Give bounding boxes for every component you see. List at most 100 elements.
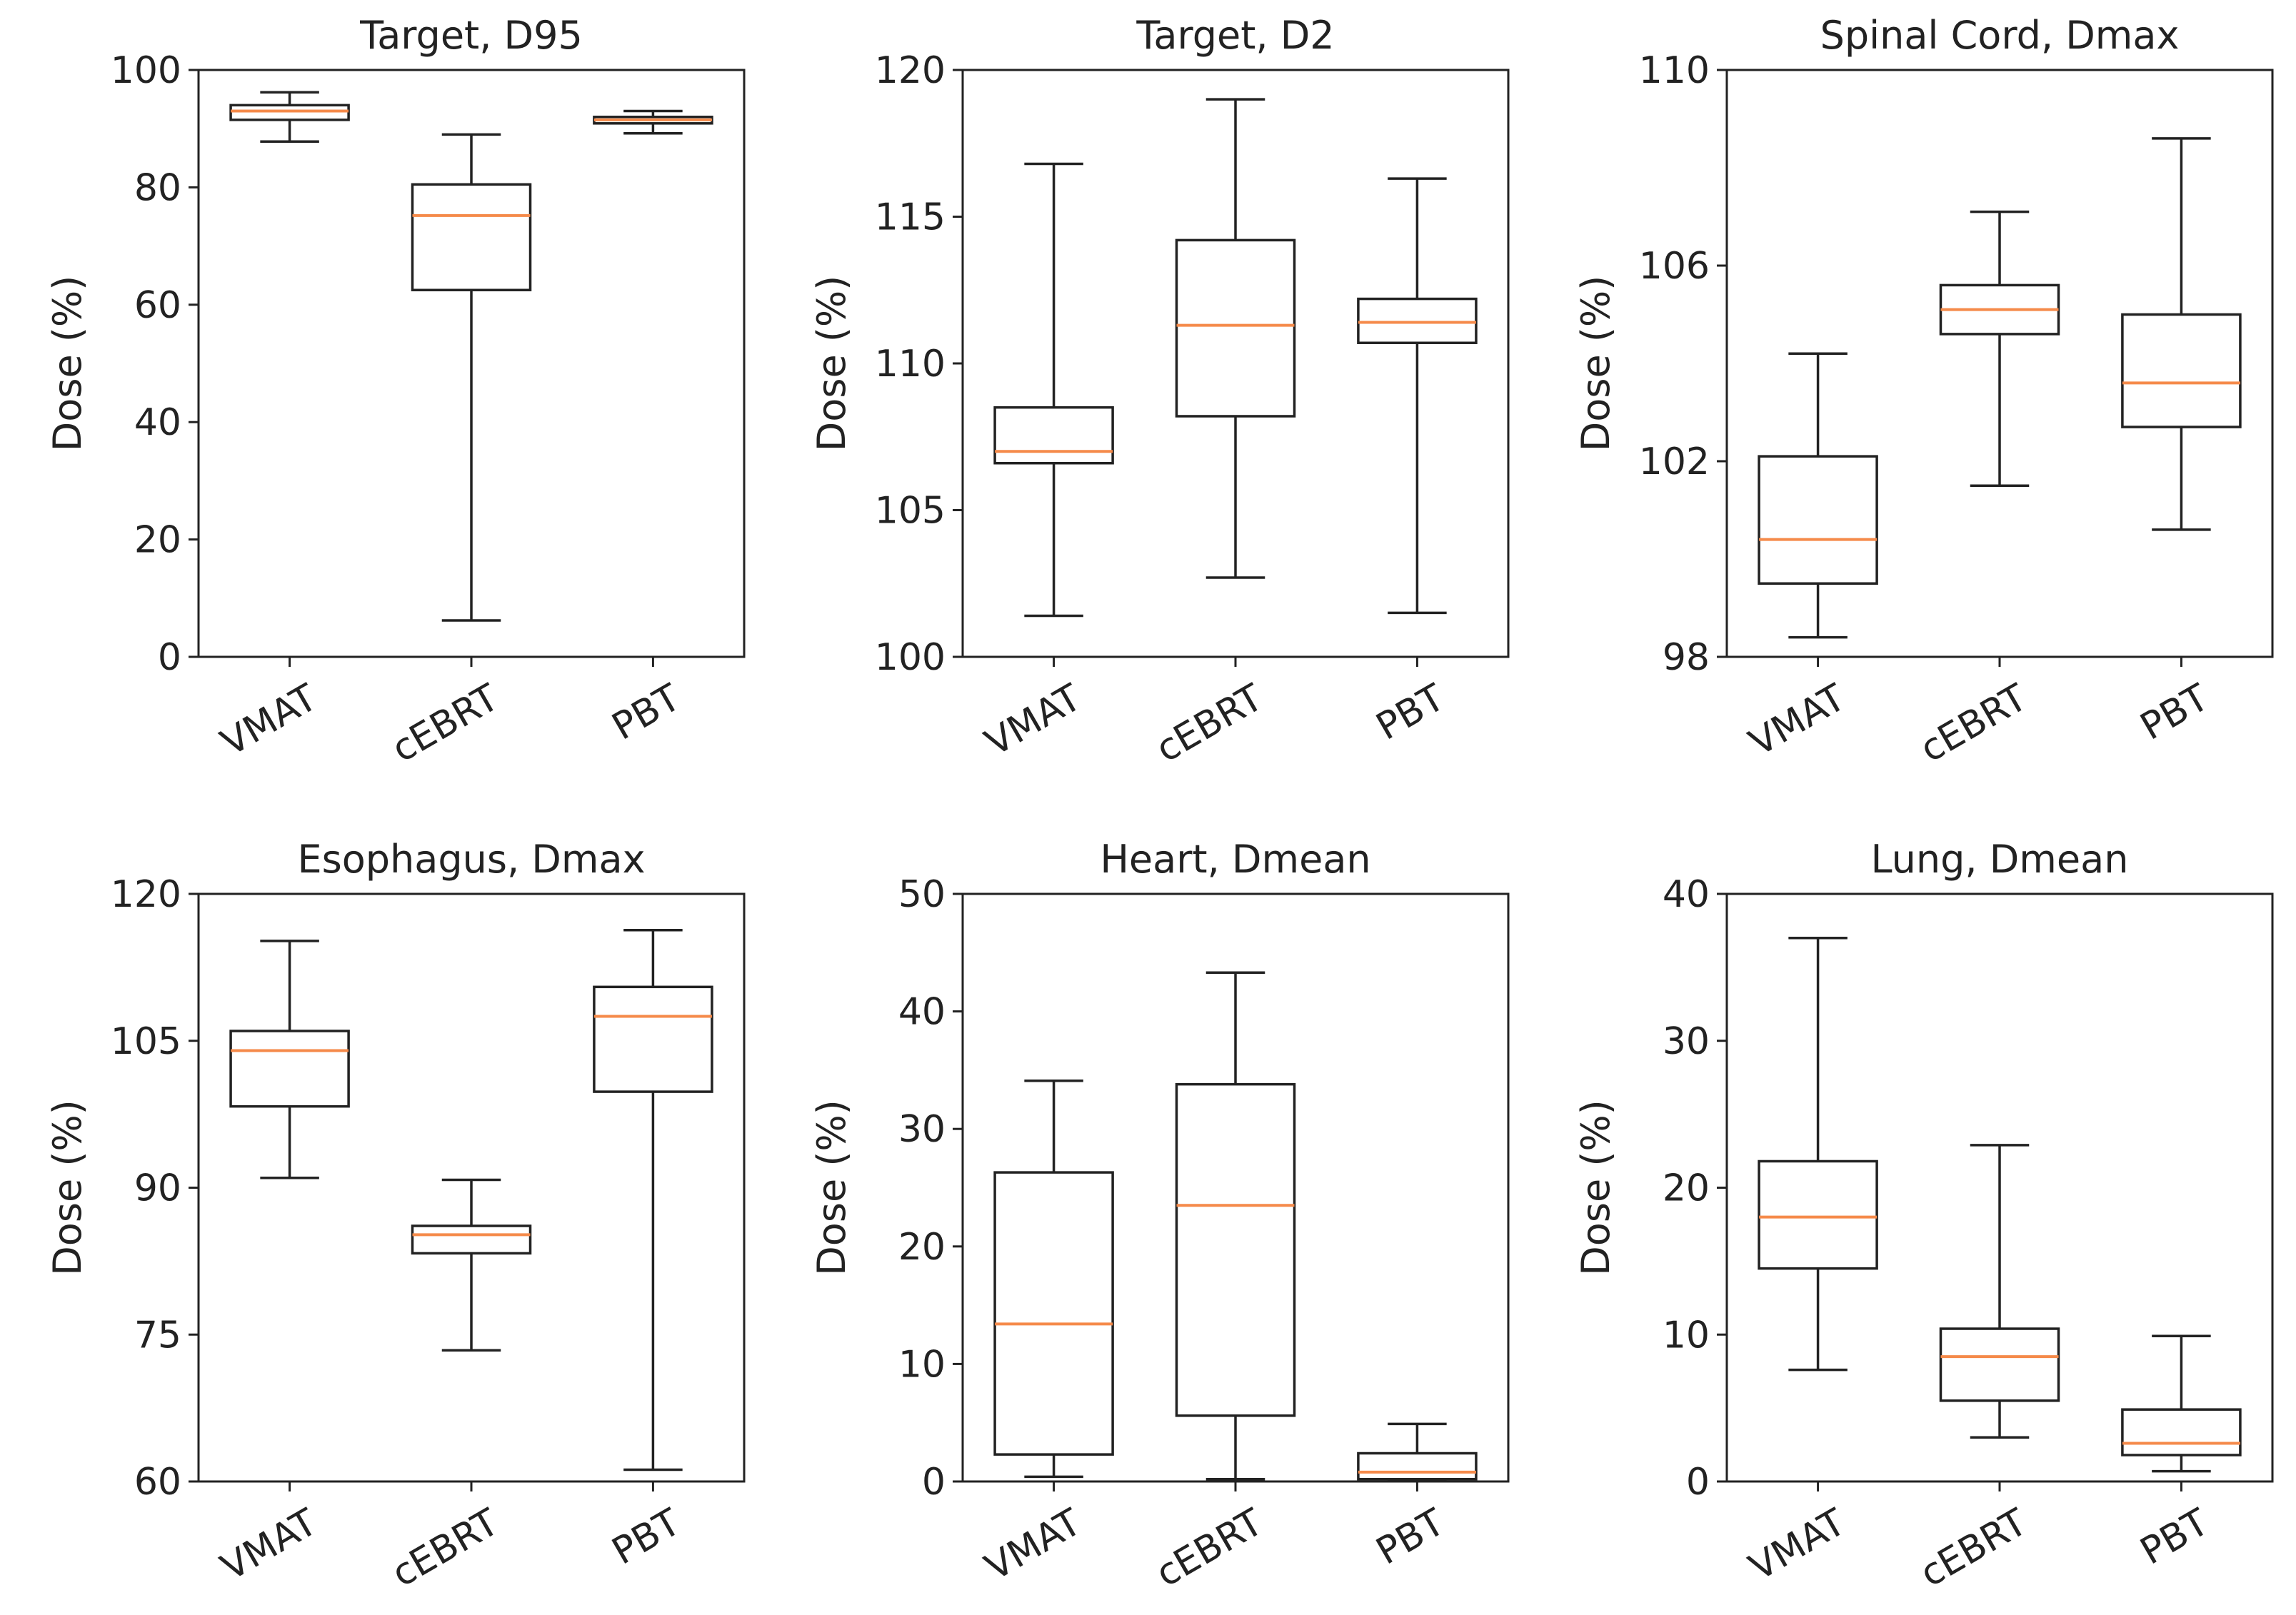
chart-panel-5: Heart, Dmean Dose (%) 0 10 20 30 40 50 VMAT cEBRT…	[809, 837, 1510, 1596]
y-tick-label: 20	[1663, 1167, 1710, 1210]
iqr-box	[1357, 297, 1478, 344]
iqr-box	[229, 1030, 350, 1108]
iqr-box	[229, 104, 350, 121]
y-tick-label: 100	[875, 636, 946, 679]
y-axis-label: Dose (%)	[809, 1100, 854, 1276]
x-tick-label: VMAT	[978, 676, 1089, 765]
y-tick-label: 30	[1663, 1020, 1710, 1063]
iqr-box	[2121, 313, 2242, 428]
x-tick-label: PBT	[1369, 676, 1452, 748]
chart-title: Lung, Dmean	[1871, 837, 2129, 882]
chart-panel-6: Lung, Dmean Dose (%) 0 10 20 30 40 VMAT cEBRT PBT	[1573, 837, 2274, 1596]
plot-frame	[197, 69, 746, 658]
y-tick-label: 100	[111, 49, 181, 92]
x-tick-label: VMAT	[214, 1501, 325, 1589]
iqr-box	[411, 1224, 532, 1255]
chart-panel-4: Esophagus, Dmax Dose (%) 60 75 90 105 120 VMAT c…	[45, 837, 746, 1596]
y-tick-label: 102	[1639, 441, 1710, 483]
x-tick-label: PBT	[2133, 676, 2216, 748]
x-tick-label: PBT	[2133, 1501, 2216, 1573]
chart-panel-1: Target, D95 Dose (%) 0 20 40 60 80 100 VMAT cEBRT…	[45, 13, 746, 771]
y-tick-label: 50	[898, 873, 946, 916]
y-tick-label: 20	[134, 519, 181, 562]
y-tick-label: 60	[134, 1461, 181, 1504]
y-axis-label: Dose (%)	[809, 276, 854, 452]
chart-title: Spinal Cord, Dmax	[1820, 13, 2180, 58]
box-cebrt	[411, 133, 532, 622]
chart-title: Heart, Dmean	[1100, 837, 1370, 882]
y-tick-label: 120	[875, 49, 946, 92]
box-pbt	[593, 929, 713, 1471]
y-tick-label: 30	[898, 1108, 946, 1151]
chart-panel-3: Spinal Cord, Dmax Dose (%) 98 102 106 110 VMAT…	[1573, 13, 2274, 771]
box-vmat	[1758, 352, 1878, 639]
y-axis-label: Dose (%)	[1573, 1100, 1618, 1276]
box-vmat	[229, 940, 350, 1179]
y-tick-label: 98	[1663, 636, 1710, 679]
iqr-box	[993, 406, 1114, 465]
iqr-box	[411, 183, 532, 292]
y-tick-label: 20	[898, 1226, 946, 1269]
x-tick-label: cEBRT	[1149, 1501, 1270, 1596]
box-vmat	[1758, 936, 1878, 1372]
box-vmat	[229, 91, 350, 144]
chart-panel-2: Target, D2 Dose (%) 100 105 110 115 120 VMAT cEB…	[809, 13, 1510, 771]
iqr-box	[1357, 1452, 1478, 1481]
y-tick-label: 0	[1686, 1461, 1710, 1504]
chart-title: Target, D95	[359, 13, 583, 58]
y-tick-label: 110	[875, 343, 946, 386]
box-cebrt	[1175, 98, 1296, 579]
x-tick-label: VMAT	[214, 676, 325, 765]
y-tick-label: 60	[134, 284, 181, 327]
iqr-box	[993, 1171, 1114, 1456]
y-axis-label: Dose (%)	[45, 276, 90, 452]
box-pbt	[1357, 177, 1478, 615]
iqr-box	[2121, 1408, 2242, 1456]
y-tick-label: 40	[1663, 873, 1710, 916]
iqr-box	[1758, 1159, 1878, 1270]
y-tick-label: 0	[158, 636, 181, 679]
box-pbt	[2121, 1334, 2242, 1473]
box-vmat	[993, 162, 1114, 618]
iqr-box	[593, 985, 713, 1093]
chart-title: Target, D2	[1136, 13, 1334, 58]
x-tick-label: cEBRT	[1913, 1501, 2035, 1596]
x-tick-label: VMAT	[978, 1501, 1089, 1589]
box-pbt	[593, 109, 713, 135]
y-axis-label: Dose (%)	[45, 1100, 90, 1276]
x-tick-label: cEBRT	[1149, 676, 1270, 771]
x-tick-label: VMAT	[1743, 676, 1853, 765]
y-tick-label: 10	[1663, 1314, 1710, 1357]
iqr-box	[1758, 455, 1878, 585]
x-tick-label: PBT	[1369, 1501, 1452, 1573]
plot-frame	[961, 69, 1510, 658]
y-axis-label: Dose (%)	[1573, 276, 1618, 452]
plot-frame	[197, 892, 746, 1483]
box-vmat	[993, 1079, 1114, 1479]
y-tick-label: 110	[1639, 49, 1710, 92]
y-tick-label: 40	[134, 401, 181, 444]
y-tick-label: 90	[134, 1167, 181, 1210]
x-tick-label: PBT	[605, 676, 688, 748]
box-cebrt	[1939, 1144, 2060, 1439]
y-tick-label: 115	[875, 196, 946, 239]
iqr-box	[1939, 1327, 2060, 1402]
box-cebrt	[1939, 210, 2060, 487]
box-cebrt	[411, 1178, 532, 1352]
y-tick-label: 120	[111, 873, 181, 916]
x-tick-label: PBT	[605, 1501, 688, 1573]
plot-frame	[1725, 69, 2274, 658]
x-tick-label: cEBRT	[385, 676, 506, 771]
box-cebrt	[1175, 971, 1296, 1481]
y-tick-label: 106	[1639, 245, 1710, 288]
y-tick-label: 105	[111, 1020, 181, 1063]
x-tick-label: VMAT	[1743, 1501, 1853, 1589]
x-tick-label: cEBRT	[1913, 676, 2035, 771]
box-pbt	[1357, 1422, 1478, 1482]
y-tick-label: 10	[898, 1343, 946, 1386]
plot-frame	[1725, 892, 2274, 1483]
y-tick-label: 0	[922, 1461, 946, 1504]
iqr-box	[1175, 1082, 1296, 1417]
y-tick-label: 75	[134, 1314, 181, 1357]
